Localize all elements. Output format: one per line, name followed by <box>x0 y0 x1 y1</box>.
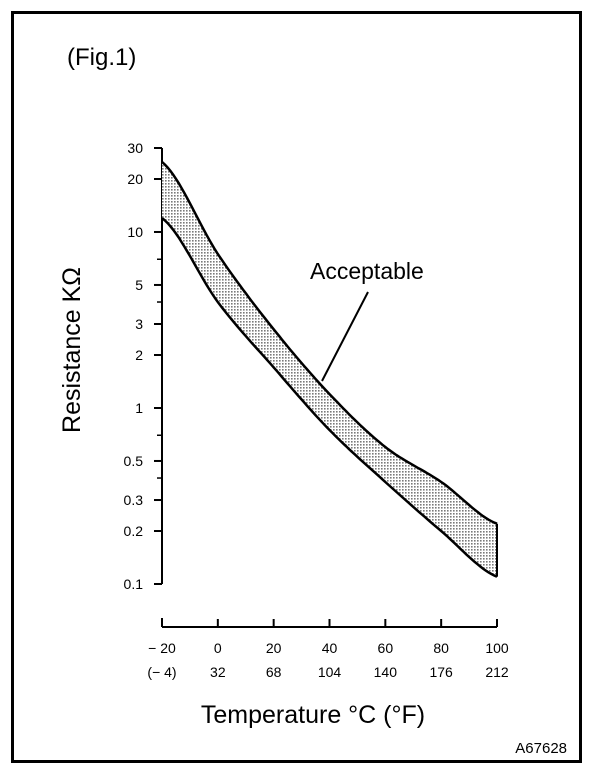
band-label: Acceptable <box>310 258 424 284</box>
x-axis-title: Temperature °C (°F) <box>201 701 425 729</box>
y-tick-label: 0.5 <box>124 453 144 469</box>
lower-limit-curve <box>161 217 498 578</box>
y-tick-label: 2 <box>135 347 143 363</box>
x-tick-label-c: 100 <box>485 640 509 656</box>
image-code: A67628 <box>515 740 567 757</box>
y-tick-label: 1 <box>135 400 143 416</box>
y-tick-label: 0.2 <box>124 523 144 539</box>
x-tick-label-f: 140 <box>374 664 398 680</box>
x-tick-label-c: − 20 <box>148 640 176 656</box>
x-tick-label-c: 40 <box>322 640 338 656</box>
acceptable-band <box>161 160 498 578</box>
x-axis: − 20 (− 4) 0 32 20 68 40 104 60 140 80 176 100 212 <box>147 618 509 680</box>
x-tick-label-f: 32 <box>210 664 226 680</box>
x-tick-label-f: 176 <box>429 664 453 680</box>
x-tick-label-f: 104 <box>318 664 342 680</box>
x-tick-label-f: 212 <box>485 664 509 680</box>
y-axis: 30 20 10 5 3 2 1 0.5 0.3 0.2 0.1 <box>124 140 163 592</box>
y-axis-title: Resistance KΩ <box>58 267 86 433</box>
x-tick-label-c: 0 <box>214 640 222 656</box>
acceptable-band-fill <box>162 161 497 577</box>
y-tick-label: 0.1 <box>124 576 144 592</box>
y-tick-label: 5 <box>135 277 143 293</box>
y-tick-label: 0.3 <box>124 492 144 508</box>
x-tick-label-c: 80 <box>433 640 449 656</box>
x-tick-label-c: 60 <box>378 640 394 656</box>
x-tick-label-f: 68 <box>266 664 282 680</box>
y-tick-label: 30 <box>127 140 143 156</box>
x-tick-label-f: (− 4) <box>147 664 176 680</box>
upper-limit-curve <box>161 160 498 525</box>
y-tick-label: 20 <box>127 171 143 187</box>
band-label-leader <box>321 291 369 382</box>
figure-label: (Fig.1) <box>67 44 136 71</box>
x-tick-label-c: 20 <box>266 640 282 656</box>
y-tick-label: 10 <box>127 224 143 240</box>
y-tick-label: 3 <box>135 316 143 332</box>
